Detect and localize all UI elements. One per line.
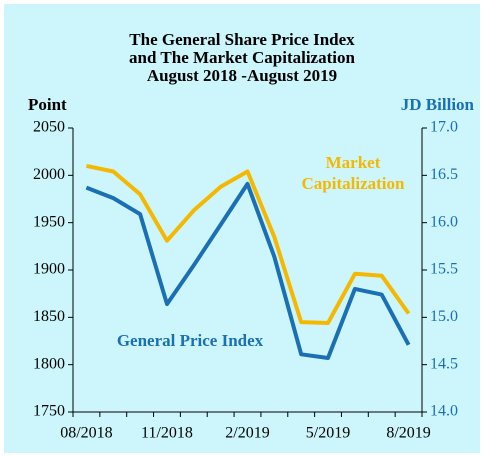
- series-line: [85, 163, 411, 325]
- series-label: Market Capitalization: [301, 153, 405, 193]
- y-axis-title: Point: [28, 95, 67, 114]
- chart-title: and The Market Capitalization: [129, 48, 355, 67]
- y2-tick-label: 17.0: [430, 119, 458, 136]
- y2-tick-label: 16.0: [430, 213, 458, 230]
- y-tick-label: 2000: [33, 166, 65, 183]
- chart-title: The General Share Price Index: [129, 30, 355, 49]
- series-label: General Price Index: [117, 331, 264, 350]
- y-tick-label: 2050: [33, 119, 65, 136]
- x-tick-label: 08/2018: [60, 425, 112, 442]
- y-tick-label: 1800: [33, 355, 65, 372]
- y2-axis-title: JD Billion: [401, 95, 475, 114]
- y2-tick-label: 14.0: [430, 403, 458, 420]
- chart-title: August 2018 -August 2019: [147, 66, 337, 85]
- y2-tick-label: 16.5: [430, 166, 458, 183]
- x-tick-label: 2/2019: [225, 425, 269, 442]
- series-line: [85, 181, 411, 360]
- y2-tick-label: 14.5: [430, 355, 458, 372]
- chart-background: [4, 4, 480, 453]
- x-tick-label: 8/2019: [386, 425, 430, 442]
- y-tick-label: 1750: [33, 403, 65, 420]
- y2-tick-label: 15.5: [430, 261, 458, 278]
- x-tick-label: 11/2018: [141, 425, 193, 442]
- x-tick-label: 5/2019: [306, 425, 350, 442]
- y-tick-label: 1850: [33, 308, 65, 325]
- y2-tick-label: 15.0: [430, 308, 458, 325]
- y-tick-label: 1950: [33, 213, 65, 230]
- y-tick-label: 1900: [33, 261, 65, 278]
